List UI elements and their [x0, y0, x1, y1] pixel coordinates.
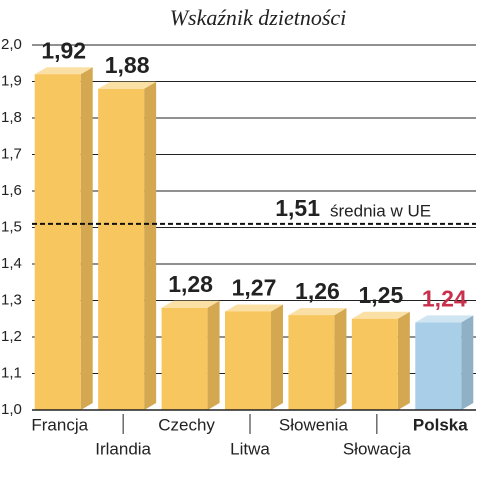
- x-tick-label: Francja: [31, 415, 88, 434]
- y-tick-label: 1,5: [1, 218, 22, 235]
- bar-top: [225, 304, 283, 312]
- reference-label: średnia w UE: [330, 201, 431, 220]
- bar: [351, 318, 398, 410]
- value-label: 1,26: [295, 278, 340, 304]
- bar-top: [351, 311, 410, 319]
- x-tick-label: Słowacja: [343, 439, 412, 458]
- bar-side: [80, 67, 93, 410]
- y-tick-label: 1,8: [1, 109, 22, 126]
- y-tick-label: 1,0: [1, 401, 22, 418]
- y-tick-label: 1,3: [1, 291, 22, 308]
- bar-side: [461, 315, 474, 410]
- value-label: 1,88: [105, 52, 150, 78]
- bar-top: [34, 67, 93, 75]
- y-tick-label: 1,9: [1, 72, 22, 89]
- bar-top: [161, 300, 220, 308]
- bar-side: [334, 308, 347, 410]
- value-label: 1,25: [358, 282, 403, 308]
- bar: [34, 74, 81, 410]
- bar: [225, 311, 271, 410]
- value-label: 1,92: [41, 37, 86, 63]
- x-tick-label: Litwa: [230, 439, 270, 458]
- bar-top: [415, 315, 474, 323]
- bar: [288, 315, 335, 410]
- x-tick-label: Irlandia: [95, 439, 151, 458]
- bar: [415, 322, 462, 410]
- x-tick-label: Polska: [413, 415, 468, 434]
- value-label: 1,24: [422, 285, 467, 311]
- y-tick-label: 1,2: [1, 328, 22, 345]
- bar-top: [288, 308, 347, 316]
- value-label: 1,28: [168, 271, 213, 297]
- x-tick-label: Czechy: [158, 415, 215, 434]
- y-tick-label: 2,0: [1, 36, 22, 53]
- y-tick-label: 1,4: [1, 255, 22, 272]
- y-tick-label: 1,1: [1, 364, 22, 381]
- value-label: 1,27: [232, 275, 277, 301]
- y-tick-label: 1,7: [1, 145, 22, 162]
- x-tick-label: Słowenia: [279, 415, 349, 434]
- chart-title: Wskaźnik dzietności: [170, 5, 347, 30]
- bar-side: [144, 81, 157, 411]
- reference-value: 1,51: [275, 195, 320, 221]
- bar-top: [98, 81, 157, 89]
- y-tick-label: 1,6: [1, 182, 22, 199]
- bar-side: [271, 304, 283, 410]
- bar-side: [207, 300, 220, 410]
- bar-side: [397, 311, 410, 410]
- bar: [98, 88, 145, 411]
- bar: [161, 307, 208, 410]
